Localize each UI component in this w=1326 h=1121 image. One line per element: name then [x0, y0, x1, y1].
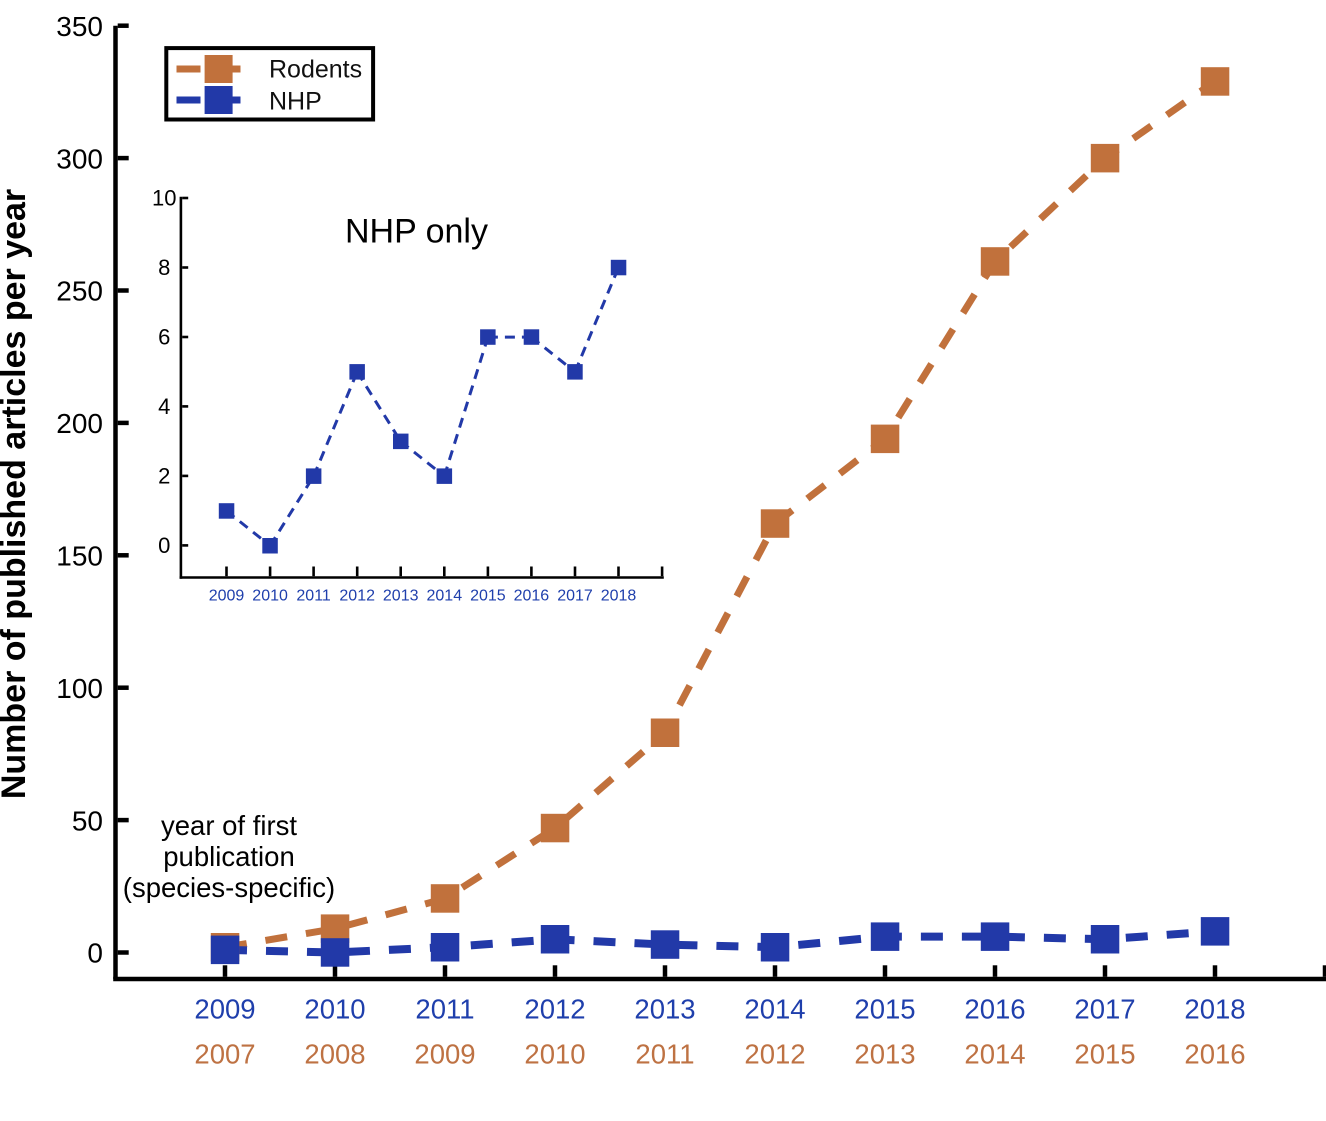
- svg-text:publication: publication: [163, 841, 294, 872]
- svg-text:2012: 2012: [339, 588, 375, 605]
- svg-text:2011: 2011: [415, 994, 474, 1025]
- svg-text:250: 250: [56, 276, 103, 307]
- svg-text:2013: 2013: [854, 1039, 915, 1070]
- svg-text:0: 0: [87, 938, 103, 969]
- svg-text:2011: 2011: [296, 588, 331, 605]
- svg-text:2015: 2015: [1074, 1039, 1135, 1070]
- svg-text:2014: 2014: [964, 1039, 1025, 1070]
- svg-text:2016: 2016: [514, 588, 550, 605]
- svg-text:100: 100: [56, 673, 103, 704]
- svg-text:2016: 2016: [964, 994, 1025, 1025]
- svg-text:6: 6: [158, 325, 170, 350]
- svg-text:2013: 2013: [634, 994, 695, 1025]
- svg-text:150: 150: [56, 541, 103, 572]
- svg-text:2015: 2015: [470, 588, 506, 605]
- svg-text:2014: 2014: [744, 994, 805, 1025]
- svg-text:2018: 2018: [1184, 994, 1245, 1025]
- svg-text:2013: 2013: [383, 588, 419, 605]
- svg-text:2017: 2017: [1074, 994, 1135, 1025]
- svg-text:2018: 2018: [601, 588, 637, 605]
- svg-text:0: 0: [158, 533, 170, 558]
- svg-text:2012: 2012: [524, 994, 585, 1025]
- svg-text:2011: 2011: [635, 1039, 694, 1070]
- svg-text:350: 350: [56, 11, 103, 42]
- svg-text:2: 2: [158, 464, 170, 489]
- svg-text:4: 4: [158, 394, 170, 419]
- svg-text:2012: 2012: [744, 1039, 805, 1070]
- svg-text:Number of published articles p: Number of published articles per year: [0, 189, 33, 799]
- svg-text:2007: 2007: [194, 1039, 255, 1070]
- svg-text:2015: 2015: [854, 994, 915, 1025]
- svg-text:2009: 2009: [194, 994, 255, 1025]
- svg-text:2010: 2010: [304, 994, 365, 1025]
- svg-text:10: 10: [152, 186, 176, 211]
- svg-text:Rodents: Rodents: [269, 56, 362, 84]
- svg-text:2009: 2009: [209, 588, 245, 605]
- svg-text:NHP: NHP: [269, 87, 322, 115]
- svg-text:2016: 2016: [1184, 1039, 1245, 1070]
- svg-text:2008: 2008: [304, 1039, 365, 1070]
- svg-text:(species-specific): (species-specific): [123, 872, 335, 903]
- svg-text:2010: 2010: [524, 1039, 585, 1070]
- svg-text:2014: 2014: [427, 588, 463, 605]
- svg-text:2010: 2010: [252, 588, 288, 605]
- svg-text:2017: 2017: [557, 588, 593, 605]
- svg-text:2009: 2009: [414, 1039, 475, 1070]
- svg-text:300: 300: [56, 143, 103, 174]
- svg-text:200: 200: [56, 408, 103, 439]
- svg-text:year of first: year of first: [161, 810, 297, 841]
- svg-text:50: 50: [72, 805, 103, 836]
- svg-text:8: 8: [158, 255, 170, 280]
- svg-text:NHP only: NHP only: [345, 213, 488, 251]
